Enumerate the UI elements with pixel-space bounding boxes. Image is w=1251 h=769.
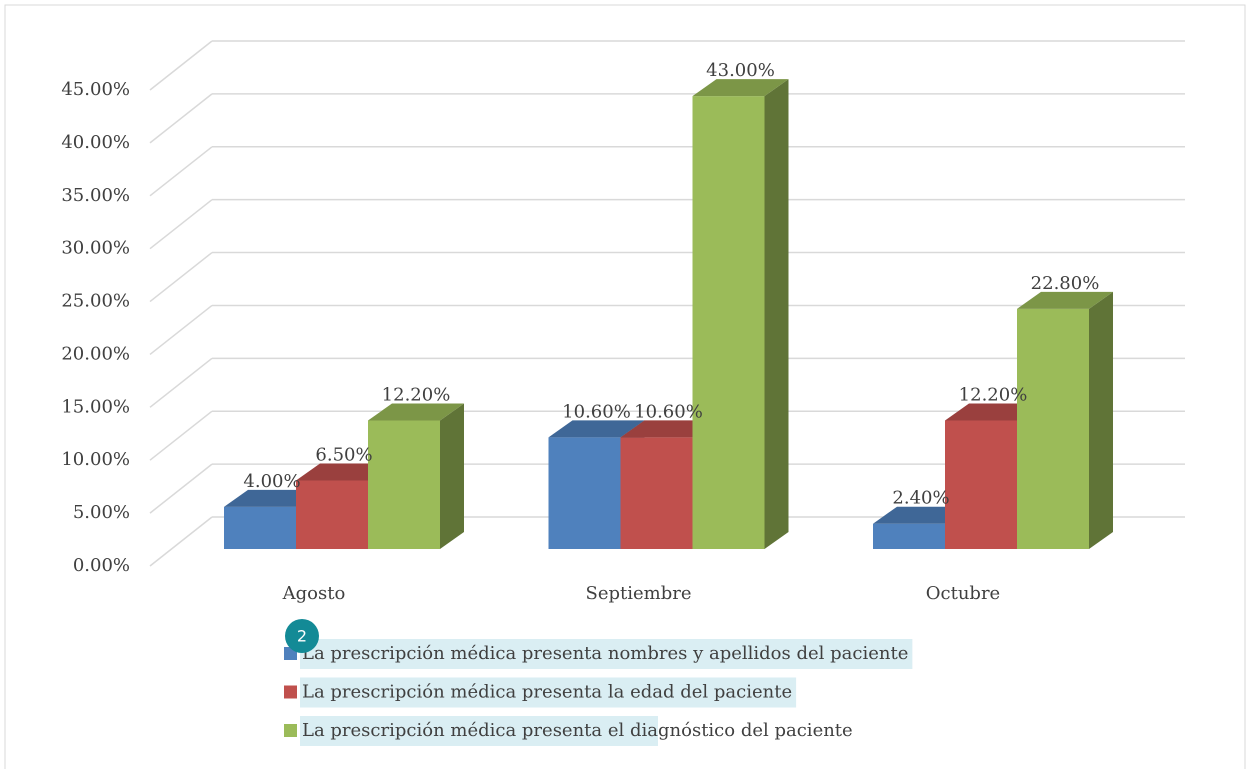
bar-side	[1089, 291, 1113, 549]
y-tick-label: 25.00%	[61, 291, 130, 312]
y-tick-label: 5.00%	[73, 502, 130, 523]
bar-side	[764, 79, 789, 550]
bar-side	[440, 403, 464, 549]
y-tick-label: 30.00%	[61, 238, 130, 259]
legend-swatch	[284, 685, 297, 699]
data-label: 12.20%	[959, 384, 1028, 405]
bar	[368, 403, 464, 549]
bar	[692, 79, 789, 550]
y-tick-label: 0.00%	[73, 555, 130, 576]
bar-top	[548, 420, 645, 438]
data-label: 4.00%	[243, 471, 300, 492]
y-tick-label: 15.00%	[61, 396, 130, 417]
grid-line-depth	[149, 93, 213, 144]
data-label: 6.50%	[315, 445, 372, 466]
x-tick-label: Octubre	[926, 583, 1000, 604]
bar-top	[1017, 291, 1113, 309]
y-tick-label: 40.00%	[61, 132, 130, 153]
grid-line-depth	[149, 463, 213, 514]
data-label: 10.60%	[562, 401, 631, 422]
y-tick-label: 45.00%	[61, 79, 130, 100]
legend-highlight	[300, 716, 658, 746]
bar-front	[945, 420, 1017, 549]
badge	[285, 619, 319, 653]
grid-line-depth	[149, 357, 213, 408]
data-label: 10.60%	[634, 401, 703, 422]
grid-line-depth	[149, 516, 213, 567]
grid-line-depth	[149, 410, 213, 461]
bar-front	[224, 506, 296, 549]
data-label: 2.40%	[892, 488, 949, 509]
bar-front	[873, 523, 945, 549]
data-label: 22.80%	[1031, 273, 1100, 294]
legend-label: La prescripción médica presenta la edad …	[302, 682, 792, 703]
data-label: 12.20%	[382, 384, 451, 405]
grid-line-depth	[149, 40, 213, 91]
grid-line-depth	[149, 304, 213, 356]
grid-line-depth	[149, 251, 213, 303]
bar-top	[692, 79, 789, 97]
y-tick-label: 10.00%	[61, 449, 130, 470]
y-tick-label: 20.00%	[61, 343, 130, 364]
bar-front	[620, 437, 693, 549]
bar-front	[548, 437, 621, 549]
bar-front	[1017, 308, 1089, 549]
x-tick-label: Septiembre	[586, 583, 692, 604]
legend-highlight	[300, 677, 797, 708]
badge-label: 2	[297, 627, 307, 646]
y-tick-label: 35.00%	[61, 185, 130, 206]
grid-line-depth	[149, 146, 213, 197]
legend-swatch	[284, 724, 297, 737]
data-label: 43.00%	[706, 60, 775, 81]
grid-line-depth	[149, 199, 213, 250]
x-tick-label: Agosto	[282, 583, 346, 604]
legend-label: La prescripción médica presenta nombres …	[302, 643, 908, 664]
bar	[1017, 291, 1113, 549]
legend-label: La prescripción médica presenta el diagn…	[302, 720, 853, 741]
bar-front	[692, 96, 765, 550]
bar-top	[368, 403, 464, 421]
legend-highlight	[300, 639, 913, 669]
bar-front	[368, 420, 440, 549]
bar-front	[296, 480, 368, 549]
